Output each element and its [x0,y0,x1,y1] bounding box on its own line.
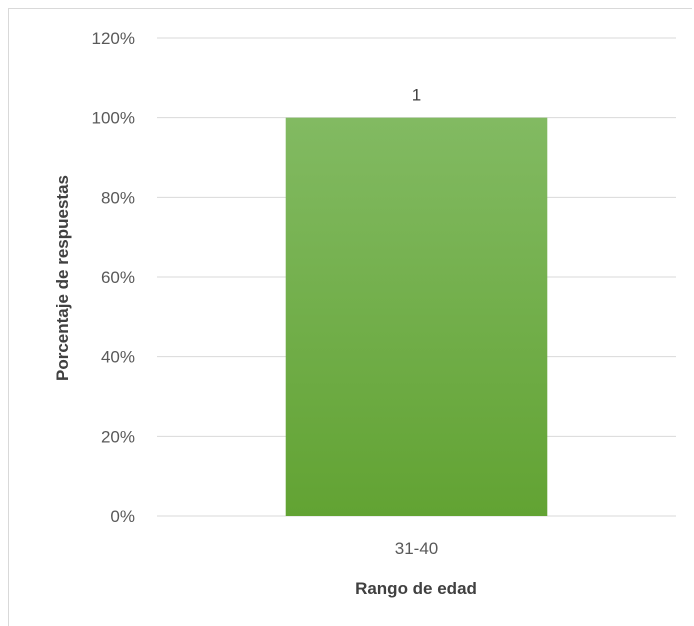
chart-frame [8,8,692,626]
y-axis-title: Porcentaje de respuestas [53,175,72,381]
x-axis-title: Rango de edad [355,579,477,598]
bar-data-label: 1 [412,86,421,105]
y-tick-label: 20% [101,427,135,446]
y-tick-label: 0% [110,507,135,526]
bar [285,117,548,517]
y-tick-label: 40% [101,348,135,367]
bars: 1 [285,86,548,517]
y-axis-ticks: 0% 20% 40% 60% 80% 100% 120% [92,29,135,526]
y-tick-label: 60% [101,268,135,287]
x-axis-ticks: 31-40 [395,539,438,558]
y-tick-label: 120% [92,29,135,48]
y-tick-label: 100% [92,109,135,128]
y-tick-label: 80% [101,188,135,207]
x-tick-label: 31-40 [395,539,438,558]
